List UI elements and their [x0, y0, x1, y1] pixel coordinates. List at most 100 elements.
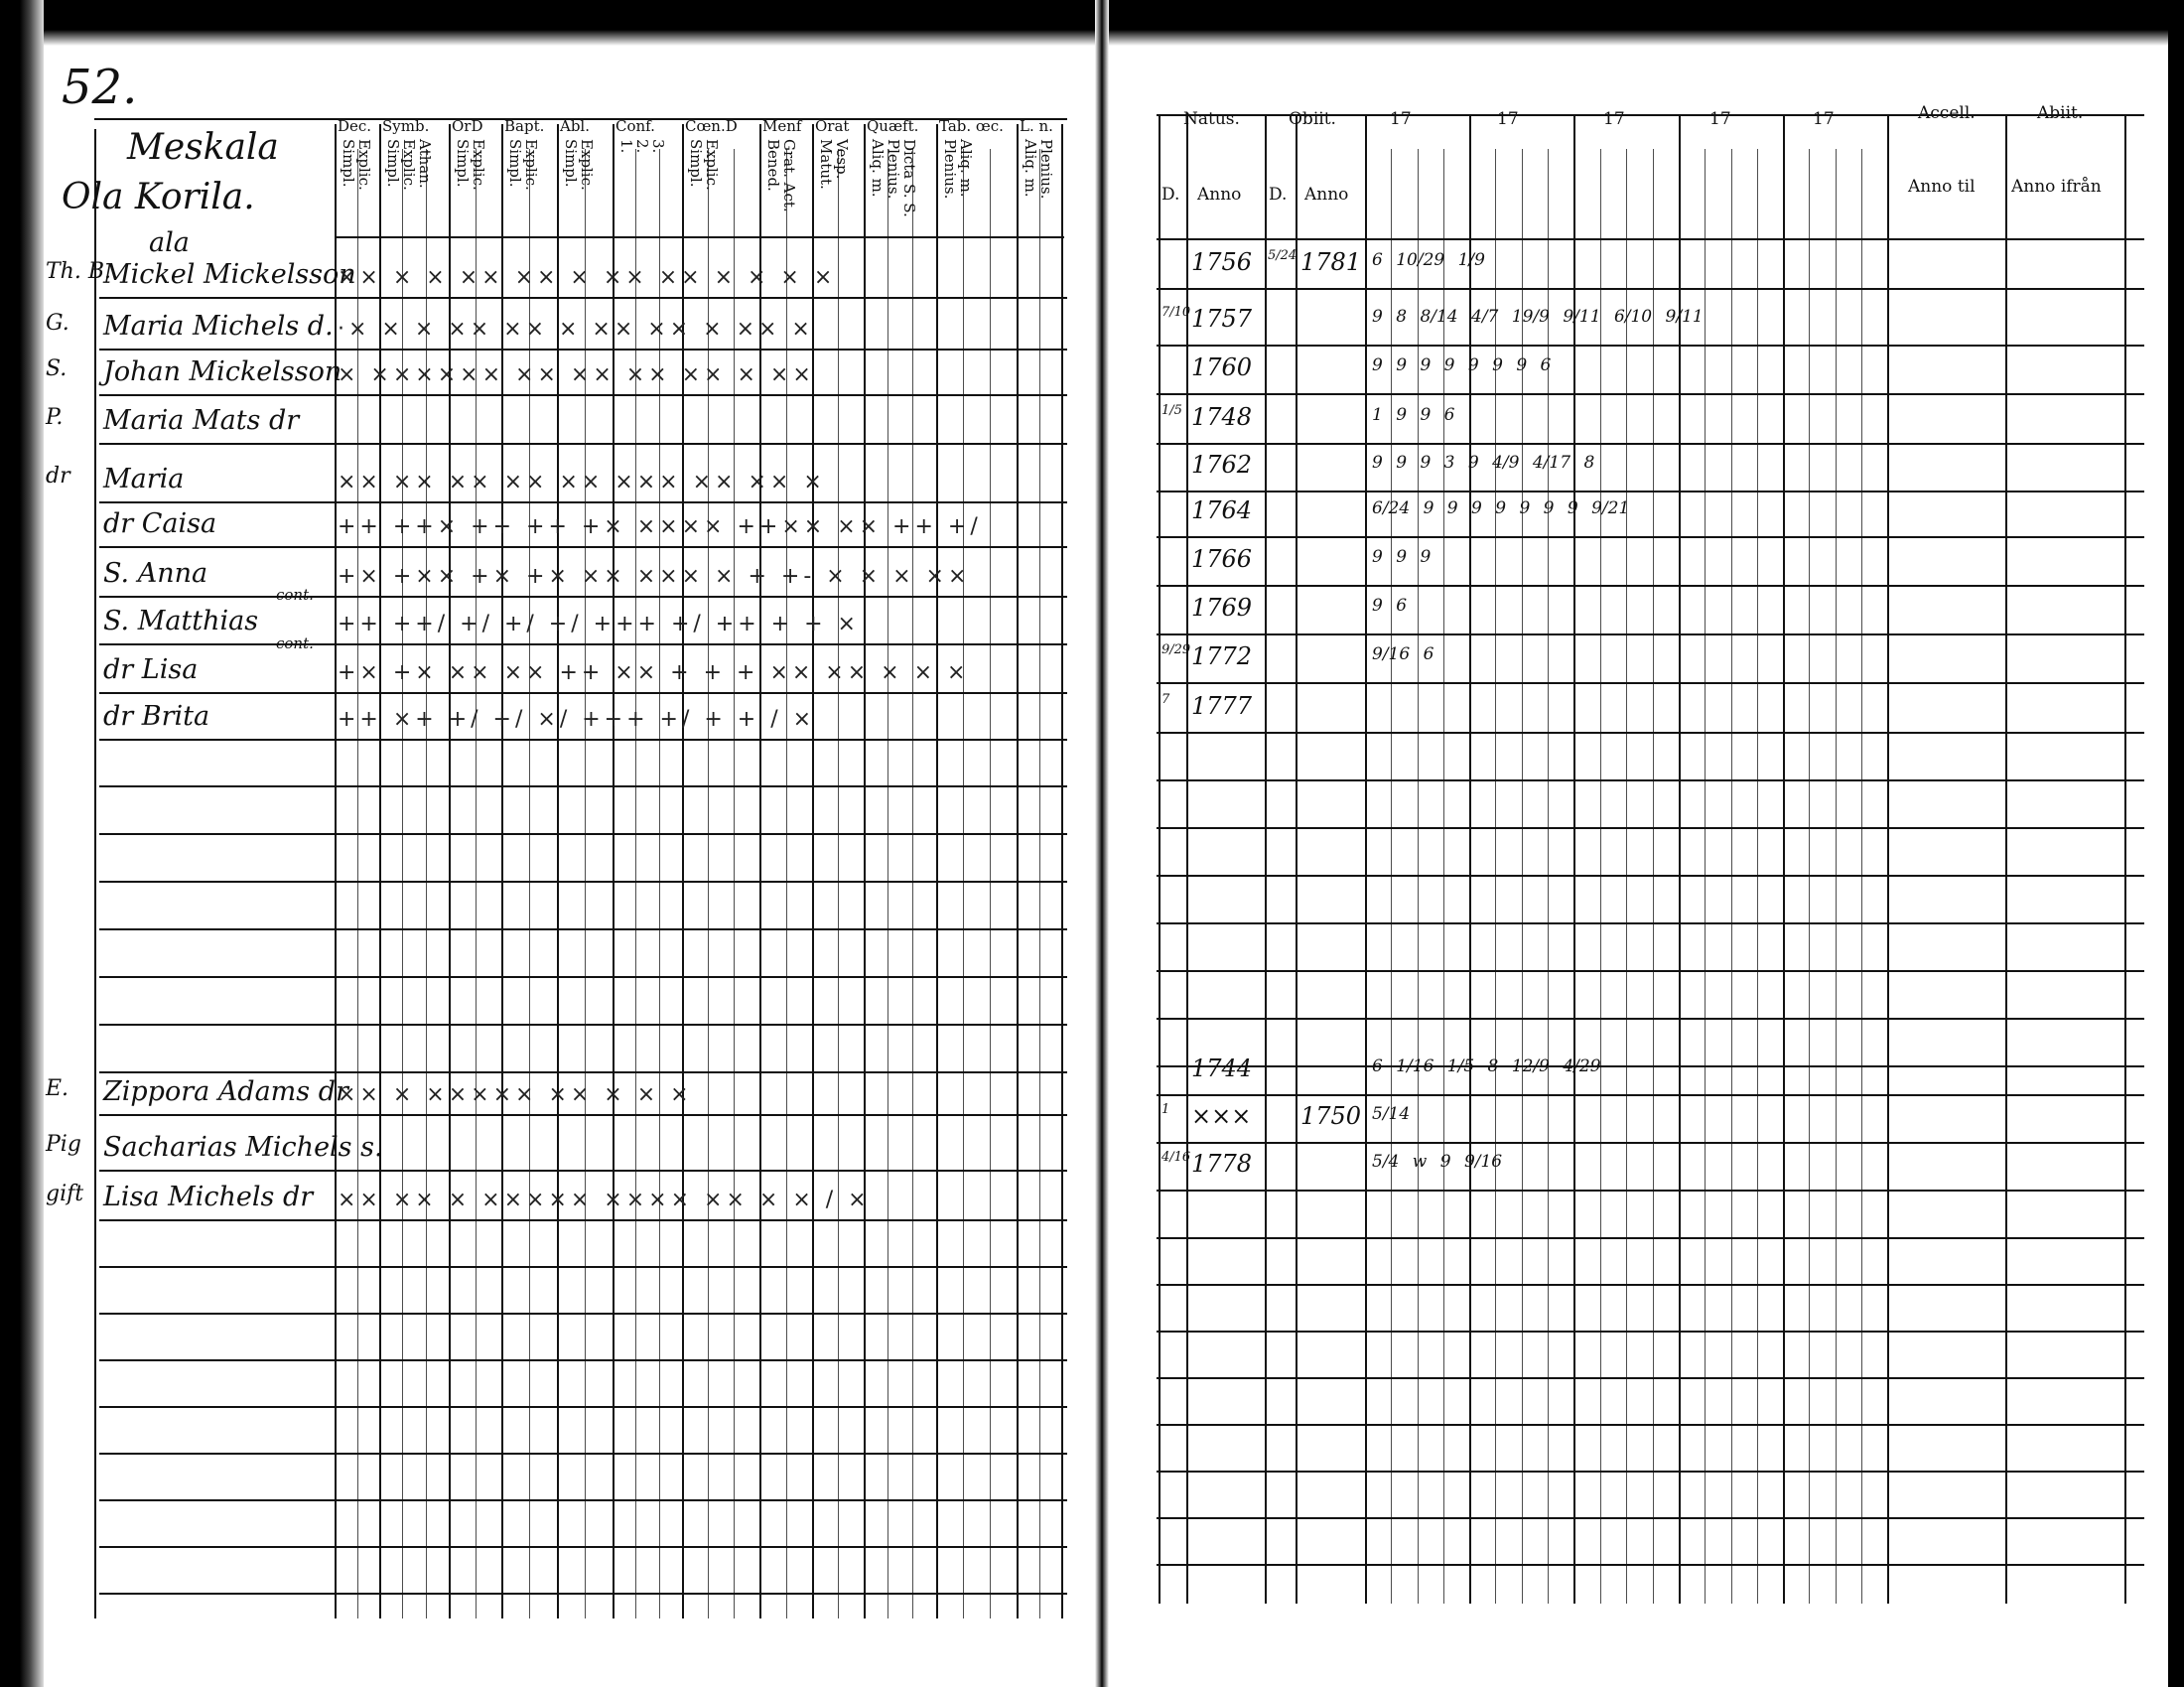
rule-line-vertical	[1017, 124, 1019, 1618]
row-prefix: Pig	[46, 1132, 81, 1157]
birth-year: ×××	[1191, 1102, 1252, 1130]
birth-year: 1744	[1191, 1054, 1253, 1082]
rule-line-horizontal	[1157, 633, 2144, 635]
rule-line-vertical	[1296, 114, 1297, 1604]
column-header-title: Cœn.D	[685, 117, 738, 135]
scan-border-left	[0, 0, 44, 1687]
communion-dates: 9 9 9 3 9 4/9 4/17 8	[1372, 453, 1595, 473]
birth-day: 1/5	[1161, 403, 1182, 418]
birth-year: 1766	[1191, 545, 1253, 573]
column-header-subtitle: Aliq. m. Plenius.	[941, 139, 975, 200]
column-header-title: Quæft.	[867, 117, 919, 135]
accessit-header: Accell.	[1918, 103, 1976, 123]
catechism-marks: ++ ×+ +/ +/ ×/ +++ +/ + + / ×	[338, 707, 816, 732]
rule-line-horizontal	[1157, 585, 2144, 587]
household-note: ala	[149, 227, 190, 258]
column-header-subtitle: Grat. Act. Bened.	[764, 139, 798, 212]
communion-dates: 9 9 9 9 9 9 9 6	[1372, 355, 1552, 375]
book-gutter	[1095, 0, 1109, 1687]
rule-line-horizontal	[1157, 1018, 2144, 1020]
year-header-3: 17	[1603, 109, 1625, 129]
birth-year: 1777	[1191, 692, 1253, 720]
birth-day: 7	[1161, 692, 1170, 707]
rule-line-vertical	[335, 124, 337, 1618]
rule-line-horizontal	[99, 1071, 1067, 1073]
column-header-subtitle: Explic. Simpl.	[562, 139, 596, 191]
birth-day: 9/29	[1161, 642, 1191, 657]
person-name: Mickel Mickelsson	[103, 259, 356, 290]
person-name: Sacharias Michels s.	[103, 1132, 383, 1163]
catechism-marks: ++ ++× ++ ++ +× ×××× ++×× ×× ++ +/	[338, 514, 982, 539]
birth-year: 1764	[1191, 496, 1253, 524]
rule-line-vertical	[658, 149, 660, 1618]
rule-line-horizontal	[1157, 1094, 2144, 1096]
rule-line-vertical	[1469, 114, 1471, 1604]
rule-line-horizontal	[1157, 1190, 2144, 1192]
rule-line-horizontal	[1157, 922, 2144, 924]
birth-day: 7/10	[1161, 305, 1191, 320]
row-prefix: gift	[46, 1182, 84, 1206]
rule-line-horizontal	[1157, 1284, 2144, 1286]
rule-line-horizontal	[99, 501, 1067, 503]
rule-line-horizontal	[1157, 1424, 2144, 1426]
rule-line-vertical	[635, 149, 637, 1618]
rule-line-vertical	[785, 149, 787, 1618]
birth-day: 4/16	[1161, 1150, 1191, 1165]
catechism-marks: ×× ×× × ××××× ×××× ×× × × / ×	[338, 1188, 871, 1212]
communion-dates: 5/4 w 9 9/16	[1372, 1152, 1503, 1172]
rule-line-vertical	[449, 124, 451, 1618]
rule-line-vertical	[585, 149, 586, 1618]
death-year: 1781	[1300, 248, 1362, 276]
rule-line-vertical	[425, 149, 427, 1618]
catechism-marks: ++ ++/ +/ +/ +/ +++ +/ ++ + + ×	[338, 612, 860, 636]
rule-line-horizontal	[1157, 875, 2144, 877]
rule-line-vertical	[963, 149, 964, 1618]
scan-border-right	[2168, 0, 2184, 1687]
column-header-subtitle: 3. 2. 1.	[617, 139, 667, 154]
rule-line-horizontal	[99, 1313, 1067, 1315]
rule-line-vertical	[1038, 149, 1040, 1618]
obiit-header: Obiit.	[1289, 109, 1336, 129]
death-year: 1750	[1300, 1102, 1362, 1130]
rule-line-horizontal	[99, 881, 1067, 883]
anno-ifran-header: Anno ifrån	[2011, 177, 2102, 197]
rule-line-horizontal	[1157, 345, 2144, 347]
rule-line-horizontal	[99, 785, 1067, 787]
column-header-title: Orat	[815, 117, 850, 135]
continued-note: cont.	[276, 586, 314, 604]
rule-line-horizontal	[1157, 1331, 2144, 1333]
row-prefix: dr	[46, 464, 70, 489]
rule-line-vertical	[682, 124, 684, 1618]
rule-line-vertical	[379, 124, 381, 1618]
person-name: Maria	[103, 464, 185, 494]
rule-line-horizontal	[99, 1219, 1067, 1221]
column-header-title: Tab. œc.	[939, 117, 1004, 135]
rule-line-horizontal	[99, 1499, 1067, 1501]
rule-line-vertical	[1573, 114, 1575, 1604]
birth-year: 1757	[1191, 305, 1253, 333]
natus-anno-header: Anno	[1197, 185, 1242, 205]
column-header-title: Bapt.	[504, 117, 545, 135]
person-name: Zippora Adams dr	[103, 1076, 348, 1107]
rule-line-horizontal	[1157, 682, 2144, 684]
scan-border-top	[0, 0, 2184, 46]
row-prefix: Th. B.	[46, 259, 111, 284]
person-name: Maria Mats dr	[103, 405, 300, 436]
rule-line-vertical	[812, 124, 814, 1618]
rule-line-vertical	[2124, 114, 2126, 1604]
year-header-1: 17	[1390, 109, 1412, 129]
death-day: 5/24	[1268, 248, 1297, 263]
communion-dates: 6 1/16 1/5 8 12/9 4/29	[1372, 1056, 1601, 1076]
column-header-title: OrD	[452, 117, 483, 135]
rule-line-vertical	[1061, 124, 1063, 1618]
communion-dates: 5/14	[1372, 1104, 1411, 1124]
rule-line-horizontal	[99, 1266, 1067, 1268]
rule-line-vertical	[1159, 114, 1160, 1604]
rule-line-vertical	[838, 149, 839, 1618]
rule-line-horizontal	[99, 394, 1067, 396]
rule-line-vertical	[402, 149, 404, 1618]
rule-line-vertical	[356, 149, 358, 1618]
rule-line-horizontal	[1157, 443, 2144, 445]
page-number: 52.	[62, 60, 138, 115]
